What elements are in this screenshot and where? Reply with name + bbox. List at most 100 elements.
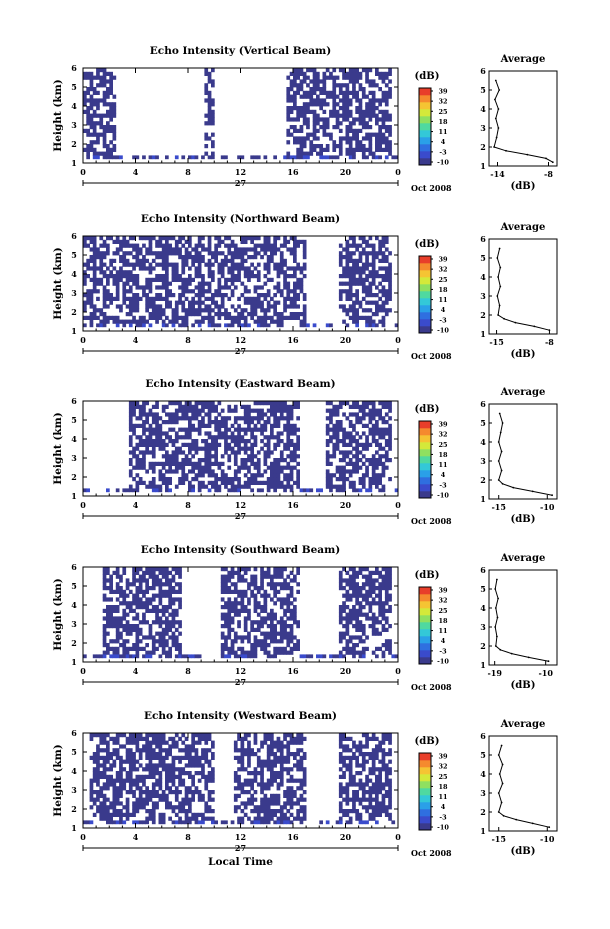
echo-cell (286, 427, 291, 432)
echo-cell (217, 239, 222, 244)
echo-cell (345, 593, 350, 598)
echo-cell (191, 797, 195, 802)
echo-cell (283, 635, 287, 640)
echo-cell (358, 113, 363, 118)
echo-cell (188, 274, 192, 279)
echo-cell (263, 293, 268, 298)
echo-cell (96, 113, 100, 118)
echo-cell (125, 578, 130, 583)
echo-cell (283, 258, 287, 263)
echo-cell (289, 488, 294, 493)
echo-cell (201, 771, 205, 776)
echo-cell (283, 646, 287, 651)
echo-cell (302, 315, 307, 320)
echo-cell (381, 643, 386, 648)
echo-cell (161, 308, 166, 313)
echo-cell (174, 266, 179, 271)
echo-cell (286, 109, 291, 114)
echo-cell (128, 274, 133, 279)
echo-cell (270, 578, 274, 583)
echo-cell (388, 435, 392, 440)
echo-cell (368, 601, 373, 606)
echo-cell (338, 258, 343, 263)
echo-cell (289, 593, 294, 598)
echo-cell (92, 277, 97, 282)
echo-cell (165, 404, 169, 409)
echo-cell (355, 570, 359, 575)
echo-cell (191, 312, 195, 317)
echo-cell (358, 121, 363, 126)
echo-cell (148, 654, 153, 659)
echo-cell (138, 247, 143, 252)
echo-cell (168, 465, 172, 470)
echo-cell (240, 404, 245, 409)
echo-cell (358, 420, 363, 425)
echo-cell (286, 117, 291, 122)
echo-cell (99, 79, 104, 84)
echo-cell (122, 778, 127, 783)
echo-cell (338, 404, 343, 409)
x-tick-label: 20 (340, 500, 352, 510)
echo-cell (125, 243, 130, 248)
echo-cell (119, 274, 123, 279)
echo-cell (355, 262, 359, 267)
echo-cell (204, 412, 209, 417)
echo-cell (276, 266, 281, 271)
echo-cell (125, 593, 130, 598)
echo-cell (207, 270, 212, 275)
echo-cell (171, 616, 176, 621)
echo-cell (342, 117, 346, 122)
echo-cell (388, 423, 392, 428)
echo-cell (388, 144, 392, 149)
echo-cell (151, 570, 156, 575)
echo-cell (237, 480, 241, 485)
echo-cell (342, 608, 346, 613)
echo-cell (237, 567, 241, 572)
echo-cell (135, 782, 140, 787)
echo-cell (109, 125, 113, 130)
echo-cell (148, 816, 153, 821)
echo-cell (227, 616, 232, 621)
echo-cell (381, 315, 386, 320)
echo-cell (371, 243, 376, 248)
echo-cell (207, 285, 212, 290)
echo-cell (184, 771, 189, 776)
echo-cell (224, 639, 228, 644)
echo-cell (214, 450, 218, 455)
echo-cell (138, 733, 143, 738)
echo-cell (276, 458, 281, 463)
echo-cell (227, 589, 232, 594)
echo-cell (178, 809, 182, 814)
echo-cell (263, 646, 268, 651)
echo-cell (151, 304, 156, 309)
echo-cell (279, 262, 284, 267)
echo-cell (250, 446, 254, 451)
echo-cell (293, 68, 297, 73)
echo-cell (181, 319, 186, 324)
echo-cell (165, 567, 169, 572)
echo-cell (247, 469, 251, 474)
x-tick-label: 4 (133, 335, 139, 345)
echo-cell (384, 236, 389, 241)
echo-cell (279, 251, 284, 256)
echo-cell (375, 593, 379, 598)
echo-cell (135, 635, 140, 640)
echo-cells (83, 401, 399, 493)
echo-cell (148, 251, 153, 256)
echo-cell (260, 605, 264, 610)
echo-cell (355, 243, 359, 248)
echo-cell (345, 266, 350, 271)
echo-cell (184, 315, 189, 320)
echo-cell (89, 793, 94, 798)
echo-cell (289, 624, 294, 629)
echo-cell (316, 75, 320, 80)
echo-cell (250, 473, 254, 478)
echo-cell (286, 408, 291, 413)
echo-cell (191, 812, 195, 817)
echo-cell (142, 315, 146, 320)
average-profile-point (547, 660, 550, 663)
echo-cell (161, 646, 166, 651)
average-y-tick-label: 2 (480, 475, 486, 485)
echo-cell (89, 296, 94, 301)
echo-cell (148, 752, 153, 757)
